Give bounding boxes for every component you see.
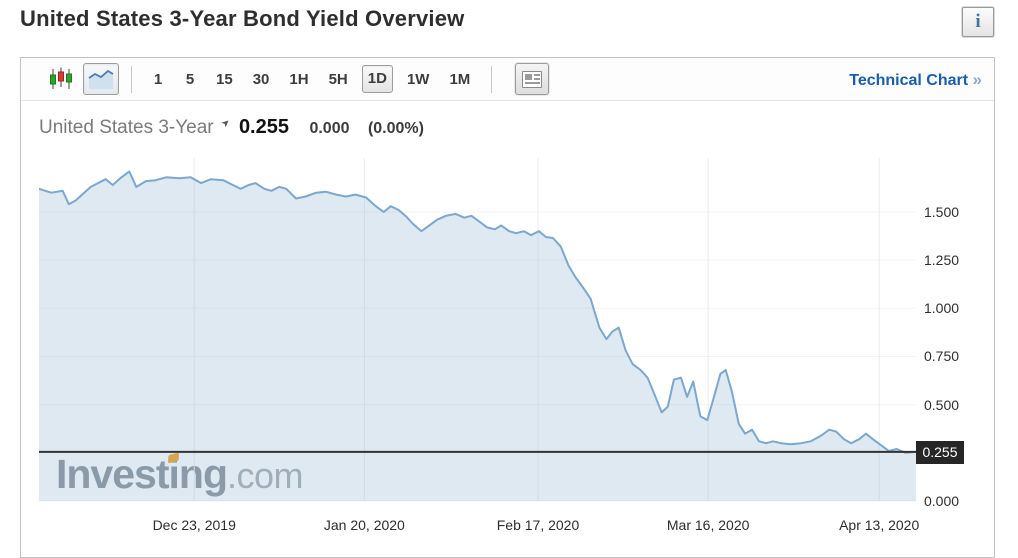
news-events-button[interactable] — [515, 63, 549, 95]
watermark-text: ng — [179, 451, 228, 497]
interval-button-1h[interactable]: 1H — [289, 71, 309, 88]
y-axis-tick-1.000: 1.000 — [924, 300, 960, 317]
area-chart-icon — [88, 69, 114, 89]
tick-direction-icon: ➤ — [219, 116, 234, 131]
y-axis-labels: 1.500 1.250 1.000 0.750 0.500 0.000 — [924, 58, 976, 557]
x-axis-tick: Mar 16, 2020 — [666, 517, 750, 533]
double-chevron-icon: » — [972, 70, 982, 89]
x-axis-labels: Dec 23, 2019 Jan 20, 2020 Feb 17, 2020 Mar … — [21, 517, 994, 537]
page-title: United States 3-Year Bond Yield Overview — [20, 6, 465, 31]
investing-watermark: Investing.com — [56, 451, 304, 498]
watermark-accent-letter: i — [169, 451, 180, 498]
info-button[interactable]: i — [962, 7, 994, 37]
y-axis-tick-0.500: 0.500 — [924, 396, 960, 413]
interval-button-1m[interactable]: 1M — [449, 71, 471, 88]
toolbar-divider — [131, 66, 132, 93]
chart-widget-panel: 1 5 15 30 1H 5H 1D 1W 1M Technical Chart » Unite… — [20, 57, 995, 558]
interval-button-15[interactable]: 15 — [216, 71, 233, 88]
price-chart-svg[interactable] — [39, 158, 916, 511]
area-chart-button[interactable] — [83, 63, 119, 95]
x-axis-tick: Jan 20, 2020 — [323, 517, 405, 533]
interval-button-5h[interactable]: 5H — [328, 71, 348, 88]
last-price: 0.255 — [238, 116, 289, 138]
watermark-suffix: .com — [227, 455, 304, 496]
interval-button-5[interactable]: 5 — [185, 71, 195, 88]
y-axis-tick-0.000: 0.000 — [924, 493, 960, 509]
watermark-text: Invest — [56, 451, 169, 497]
current-price-badge: 0.255 — [916, 440, 964, 464]
y-axis-tick-1.250: 1.250 — [924, 252, 960, 269]
toolbar-divider — [491, 66, 492, 93]
interval-button-1[interactable]: 1 — [153, 71, 163, 88]
price-change: 0.000 — [309, 120, 350, 137]
candlestick-icon — [50, 67, 72, 89]
instrument-name: United States 3-Year — [39, 117, 214, 138]
interval-button-30[interactable]: 30 — [252, 71, 270, 88]
x-axis-tick: Feb 17, 2020 — [496, 517, 580, 533]
interval-button-1w[interactable]: 1W — [406, 71, 430, 88]
interval-button-group: 1 5 15 30 1H 5H 1D 1W 1M — [146, 58, 484, 101]
technical-chart-link[interactable]: Technical Chart » — [849, 58, 982, 102]
price-change-percent: (0.00%) — [367, 120, 424, 137]
technical-chart-label: Technical Chart — [849, 72, 969, 89]
x-axis-tick: Apr 13, 2020 — [839, 517, 920, 533]
chart-toolbar: 1 5 15 30 1H 5H 1D 1W 1M Technical Chart » — [21, 58, 994, 101]
y-axis-tick-1.500: 1.500 — [924, 203, 960, 220]
candlestick-chart-button[interactable] — [45, 63, 77, 95]
x-axis-tick: Dec 23, 2019 — [152, 517, 236, 533]
info-icon: i — [975, 11, 981, 32]
quote-header: United States 3-Year ➤ 0.255 0.000 (0.00… — [39, 116, 424, 152]
chart-plot-area[interactable]: Investing.com — [39, 158, 916, 511]
y-axis-tick-0.750: 0.750 — [924, 348, 960, 365]
interval-button-1d[interactable]: 1D — [361, 65, 393, 93]
news-panel-icon — [522, 70, 542, 88]
